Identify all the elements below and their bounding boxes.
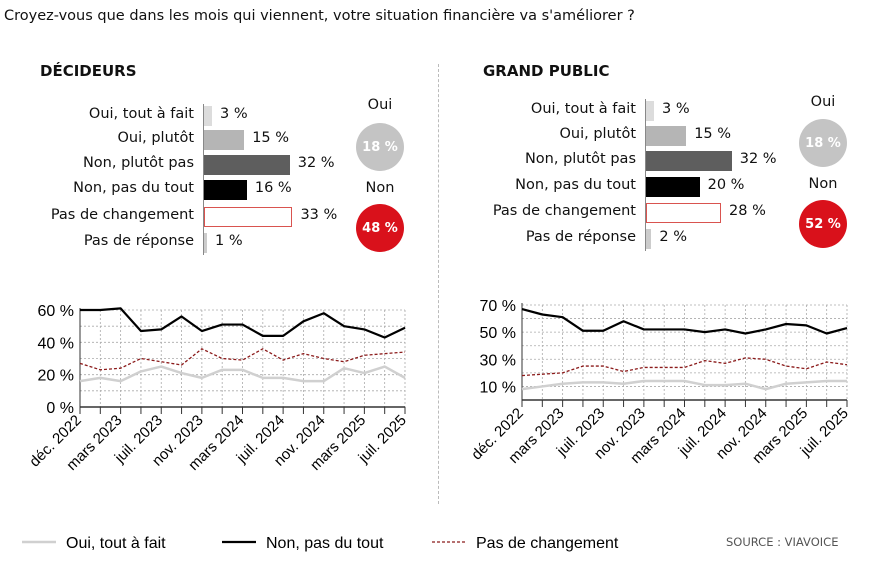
bar bbox=[204, 130, 245, 150]
source: SOURCE : VIAVOICE bbox=[726, 535, 839, 549]
bar-axis bbox=[203, 104, 204, 255]
bar-label: Pas de changement bbox=[50, 207, 194, 223]
bar-value: 3 % bbox=[220, 106, 248, 122]
panel-heading-grand-public: GRAND PUBLIC bbox=[483, 62, 610, 80]
y-tick-label: 30 % bbox=[480, 352, 516, 369]
bar bbox=[646, 203, 722, 223]
y-tick-label: 40 % bbox=[38, 335, 74, 352]
bar-value: 3 % bbox=[662, 101, 690, 117]
series-line-changement bbox=[79, 348, 406, 371]
non-total-badge: 48 % bbox=[356, 204, 404, 252]
bar-label: Non, plutôt pas bbox=[524, 151, 636, 167]
legend-label: Non, pas du tout bbox=[266, 535, 384, 552]
legend-label: Pas de changement bbox=[476, 535, 619, 552]
y-tick-label: 10 % bbox=[480, 379, 516, 396]
bar bbox=[204, 106, 213, 126]
non-label: Non bbox=[365, 180, 395, 196]
bar-label: Non, pas du tout bbox=[73, 180, 194, 196]
bar bbox=[646, 177, 700, 197]
bar bbox=[646, 151, 732, 171]
oui-label: Oui bbox=[367, 97, 393, 113]
series-line-non-pas bbox=[80, 307, 406, 339]
bar-label: Oui, plutôt bbox=[117, 130, 194, 146]
panel-heading-decideurs: DÉCIDEURS bbox=[40, 62, 137, 80]
bar-label: Oui, tout à fait bbox=[530, 101, 636, 117]
series-line-non-pas bbox=[521, 308, 848, 335]
bar-label: Non, pas du tout bbox=[515, 177, 636, 193]
legend-label: Oui, tout à fait bbox=[66, 535, 166, 552]
bar-value: 20 % bbox=[707, 177, 745, 193]
bar bbox=[204, 155, 290, 175]
y-tick-label: 20 % bbox=[38, 368, 74, 385]
series-line-oui-tout bbox=[79, 365, 406, 383]
bar bbox=[646, 101, 655, 121]
y-tick-label: 0 % bbox=[46, 400, 74, 417]
bar-value: 2 % bbox=[659, 229, 687, 245]
bar-label: Non, plutôt pas bbox=[82, 155, 194, 171]
bar bbox=[204, 207, 293, 227]
bar bbox=[646, 126, 687, 146]
bar-value: 16 % bbox=[254, 180, 292, 196]
bar-label: Oui, plutôt bbox=[559, 126, 636, 142]
bar bbox=[646, 229, 652, 249]
bar-value: 33 % bbox=[300, 207, 338, 223]
bar-label: Pas de réponse bbox=[83, 233, 194, 249]
y-tick-label: 60 % bbox=[38, 303, 74, 320]
bar-label: Oui, tout à fait bbox=[88, 106, 194, 122]
series-line-changement bbox=[521, 357, 848, 377]
y-tick-label: 50 % bbox=[480, 325, 516, 342]
panel-divider bbox=[438, 64, 439, 504]
bar-label: Pas de changement bbox=[492, 203, 636, 219]
series-line-oui-tout bbox=[521, 379, 847, 391]
bar-value: 32 % bbox=[739, 151, 777, 167]
bar-label: Pas de réponse bbox=[525, 229, 636, 245]
non-total-badge: 52 % bbox=[799, 200, 847, 248]
bar-axis bbox=[645, 99, 646, 251]
oui-label: Oui bbox=[810, 94, 836, 110]
bar bbox=[204, 233, 207, 253]
bar-value: 28 % bbox=[729, 203, 766, 219]
bar-value: 1 % bbox=[215, 233, 243, 249]
bar bbox=[204, 180, 247, 200]
oui-total-badge: 18 % bbox=[356, 123, 404, 171]
bar-value: 32 % bbox=[297, 155, 335, 171]
bar-value: 15 % bbox=[694, 126, 732, 142]
bar-value: 15 % bbox=[252, 130, 290, 146]
question-title: Croyez-vous que dans les mois qui vienne… bbox=[4, 8, 635, 24]
y-tick-label: 70 % bbox=[480, 298, 516, 315]
oui-total-badge: 18 % bbox=[799, 119, 847, 167]
non-label: Non bbox=[808, 176, 838, 192]
